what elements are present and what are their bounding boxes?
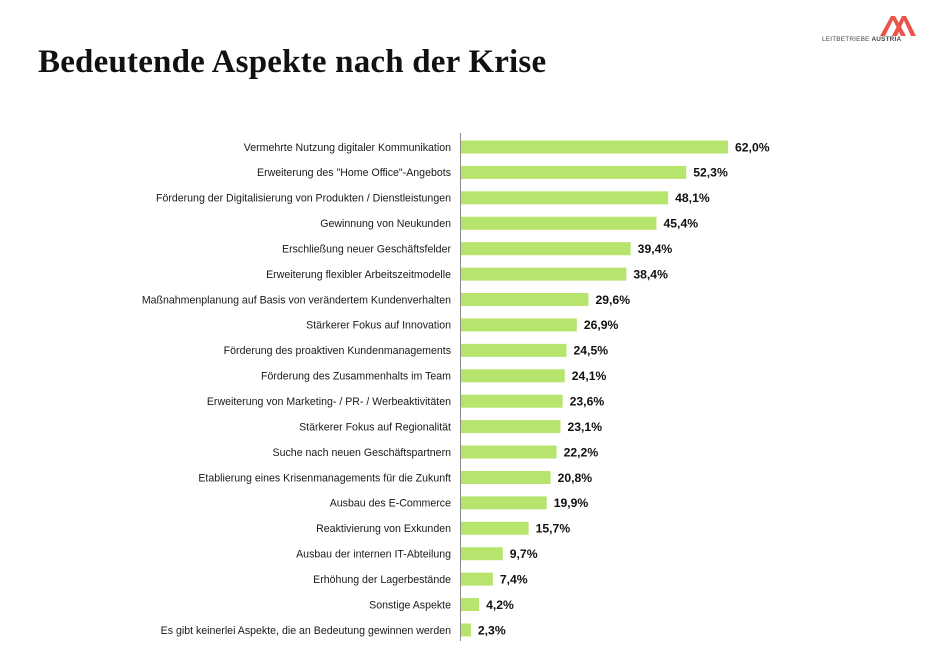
- bar: [461, 318, 577, 332]
- category-label: Erweiterung von Marketing- / PR- / Werbe…: [207, 396, 451, 408]
- bar: [461, 623, 471, 637]
- value-label: 26,9%: [584, 318, 619, 332]
- category-label: Förderung des Zusammenhalts im Team: [261, 371, 451, 383]
- value-label: 7,4%: [500, 572, 528, 586]
- category-label: Erweiterung des "Home Office"-Angebots: [257, 167, 451, 179]
- value-label: 62,0%: [735, 140, 770, 154]
- category-label: Förderung des proaktiven Kundenmanagemen…: [224, 345, 451, 357]
- bar: [461, 445, 557, 459]
- value-label: 24,1%: [572, 369, 607, 383]
- category-label: Ausbau der internen IT-Abteilung: [296, 549, 451, 561]
- category-label: Suche nach neuen Geschäftspartnern: [273, 447, 452, 459]
- category-label: Stärkerer Fokus auf Innovation: [306, 320, 451, 332]
- bar: [461, 496, 547, 510]
- value-label: 38,4%: [633, 267, 668, 281]
- value-label: 19,9%: [554, 496, 589, 510]
- bar: [461, 140, 728, 154]
- value-label: 52,3%: [693, 166, 728, 180]
- category-label: Gewinnung von Neukunden: [320, 218, 451, 230]
- category-label: Förderung der Digitalisierung von Produk…: [156, 193, 451, 205]
- value-label: 2,3%: [478, 623, 506, 637]
- bar: [461, 394, 563, 408]
- category-label: Etablierung eines Krisenmanagements für …: [198, 472, 451, 484]
- bar: [461, 165, 687, 179]
- double-chevron-logo-icon: [880, 16, 916, 36]
- value-label: 15,7%: [536, 522, 571, 536]
- category-label: Reaktivierung von Exkunden: [316, 523, 451, 535]
- value-label: 45,4%: [664, 217, 699, 231]
- value-label: 39,4%: [638, 242, 673, 256]
- bar: [461, 191, 669, 205]
- category-label: Ausbau des E-Commerce: [330, 498, 451, 510]
- category-label: Stärkerer Fokus auf Regionalität: [299, 421, 451, 433]
- category-label: Sonstige Aspekte: [369, 599, 451, 611]
- value-label: 9,7%: [510, 547, 538, 561]
- category-label: Erhöhung der Lagerbestände: [313, 574, 451, 586]
- bar: [461, 521, 529, 535]
- logo-wordmark: LEITBETRIEBE AUSTRIA: [822, 36, 902, 43]
- bar: [461, 343, 567, 357]
- value-label: 4,2%: [486, 598, 514, 612]
- leitbetriebe-austria-logo: LEITBETRIEBE AUSTRIA: [822, 14, 920, 50]
- bar: [461, 242, 631, 256]
- bar: [461, 547, 503, 561]
- bar: [461, 216, 657, 230]
- bar: [461, 420, 561, 434]
- chart-title: Bedeutende Aspekte nach der Krise: [38, 44, 547, 80]
- value-label: 24,5%: [574, 344, 609, 358]
- value-label: 29,6%: [595, 293, 630, 307]
- value-label: 48,1%: [675, 191, 710, 205]
- bar: [461, 293, 589, 307]
- value-label: 22,2%: [564, 445, 599, 459]
- bar: [461, 598, 480, 612]
- category-label: Erschließung neuer Geschäftsfelder: [282, 243, 451, 255]
- value-label: 23,1%: [567, 420, 602, 434]
- bar: [461, 267, 627, 281]
- value-label: 20,8%: [558, 471, 593, 485]
- value-label: 23,6%: [570, 395, 605, 409]
- bar: [461, 369, 565, 383]
- category-label: Es gibt keinerlei Aspekte, die an Bedeut…: [161, 625, 451, 637]
- category-label: Vermehrte Nutzung digitaler Kommunikatio…: [244, 142, 451, 154]
- bar: [461, 470, 551, 484]
- bar: [461, 572, 493, 586]
- category-label: Erweiterung flexibler Arbeitszeitmodelle: [266, 269, 451, 281]
- category-label: Maßnahmenplanung auf Basis von verändert…: [142, 294, 451, 306]
